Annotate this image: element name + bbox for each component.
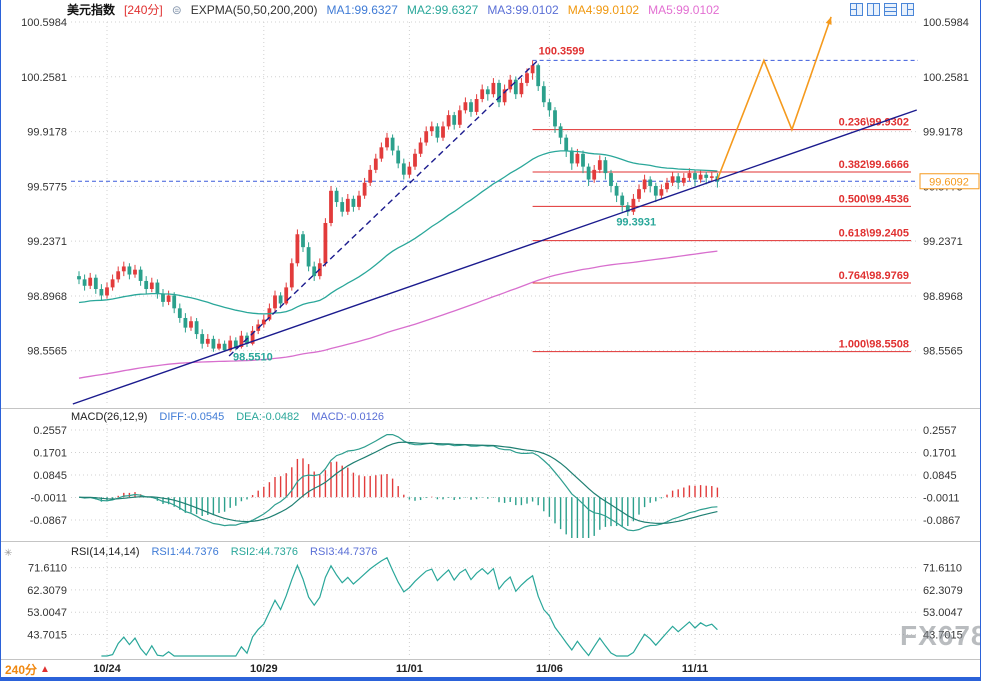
svg-text:100.3599: 100.3599 xyxy=(539,45,585,57)
ma3-value: MA3:99.0102 xyxy=(487,2,559,17)
svg-text:0.0845: 0.0845 xyxy=(33,470,67,482)
layout-icons xyxy=(850,3,914,16)
svg-text:99.2371: 99.2371 xyxy=(923,236,963,248)
svg-text:0.236\99.9302: 0.236\99.9302 xyxy=(839,117,909,129)
rsi-panel-icon[interactable]: ✳ xyxy=(4,548,13,559)
svg-text:11/06: 11/06 xyxy=(536,663,563,675)
bottom-bar xyxy=(1,677,980,681)
svg-text:98.5510: 98.5510 xyxy=(233,352,273,364)
macd-panel-layer: 0.2557 0.2557 0.1701 0.1701 0.0845 0.0845 -0.0… xyxy=(30,425,960,538)
svg-text:98.5565: 98.5565 xyxy=(923,346,963,358)
main-panel-layer: 0.236\99.9302 0.382\99.6666 0.500\99.4536 0… xyxy=(71,16,980,405)
svg-text:1.000\98.5508: 1.000\98.5508 xyxy=(839,339,909,351)
svg-text:0.382\99.6666: 0.382\99.6666 xyxy=(839,159,909,171)
svg-text:-0.0867: -0.0867 xyxy=(923,515,960,527)
rsi1-value: RSI1:44.7376 xyxy=(151,546,219,558)
svg-text:100.5984: 100.5984 xyxy=(923,17,969,29)
svg-text:100.2581: 100.2581 xyxy=(923,72,969,84)
up-triangle-icon: ▲ xyxy=(40,664,50,675)
svg-text:98.8968: 98.8968 xyxy=(27,291,67,303)
ma4-value: MA4:99.0102 xyxy=(567,2,640,17)
macd-diff-value: DIFF:-0.0545 xyxy=(159,411,225,423)
svg-text:100.5984: 100.5984 xyxy=(21,17,67,29)
svg-text:-0.0011: -0.0011 xyxy=(923,493,960,505)
svg-text:62.3079: 62.3079 xyxy=(923,585,963,597)
timeframe-label[interactable]: [240分] xyxy=(124,3,163,17)
svg-text:0.2557: 0.2557 xyxy=(923,425,957,437)
main-chart-header: 美元指数 [240分] ⊜ EXPMA(50,50,200,200) MA1:9… xyxy=(1,0,980,19)
svg-text:99.9178: 99.9178 xyxy=(923,127,963,139)
svg-text:0.2557: 0.2557 xyxy=(33,425,67,437)
macd-dea-value: DEA:-0.0482 xyxy=(236,411,300,423)
svg-text:53.0047: 53.0047 xyxy=(27,607,67,619)
svg-text:99.6092: 99.6092 xyxy=(929,176,969,188)
svg-text:10/24: 10/24 xyxy=(93,663,121,675)
ma5-value: MA5:99.0102 xyxy=(648,2,720,17)
svg-text:62.3079: 62.3079 xyxy=(27,585,67,597)
rsi-indicator-name[interactable]: RSI(14,14,14) xyxy=(71,546,140,558)
svg-text:53.0047: 53.0047 xyxy=(923,607,963,619)
svg-text:11/01: 11/01 xyxy=(396,663,423,675)
svg-text:0.1701: 0.1701 xyxy=(33,448,67,460)
svg-text:11/11: 11/11 xyxy=(682,663,708,675)
last-price-tag xyxy=(919,173,980,190)
svg-text:98.5565: 98.5565 xyxy=(27,346,67,358)
rsi3-value: RSI3:44.7376 xyxy=(310,546,378,558)
svg-text:43.7015: 43.7015 xyxy=(923,630,963,642)
macd-panel-header: MACD(26,12,9) DIFF:-0.0545 DEA:-0.0482 M… xyxy=(71,411,384,423)
layout-rows-icon[interactable] xyxy=(884,3,897,16)
macd-indicator-name[interactable]: MACD(26,12,9) xyxy=(71,411,148,423)
svg-text:71.6110: 71.6110 xyxy=(923,563,962,575)
indicator-settings-icon[interactable]: ⊜ xyxy=(171,2,182,17)
svg-text:0.0845: 0.0845 xyxy=(923,470,957,482)
svg-text:0.764\98.9769: 0.764\98.9769 xyxy=(839,270,909,282)
svg-text:98.8968: 98.8968 xyxy=(923,291,963,303)
ma1-value: MA1:99.6327 xyxy=(326,2,398,17)
svg-text:99.2371: 99.2371 xyxy=(27,236,67,248)
rsi2-value: RSI2:44.7376 xyxy=(230,546,299,558)
watermark: FX678 xyxy=(900,620,981,651)
indicator-name[interactable]: EXPMA(50,50,200,200) xyxy=(190,2,318,17)
svg-text:71.6110: 71.6110 xyxy=(28,563,67,575)
svg-text:-0.0867: -0.0867 xyxy=(30,515,67,527)
layout-mixed-pane-icon[interactable] xyxy=(901,3,914,16)
rsi-panel-layer: 71.6110 71.6110 62.3079 62.3079 53.0047 53.00… xyxy=(27,556,963,657)
svg-text:43.7015: 43.7015 xyxy=(27,630,67,642)
ma2-value: MA2:99.6327 xyxy=(406,2,479,17)
axes-layer: 100.5984 100.5984 100.2581 100.2581 99.9178 9… xyxy=(1,17,980,675)
layout-two-pane-icon[interactable] xyxy=(867,3,880,16)
rsi-panel-header: RSI(14,14,14) RSI1:44.7376 RSI2:44.7376 … xyxy=(71,546,377,558)
svg-text:-0.0011: -0.0011 xyxy=(31,493,68,505)
svg-text:99.3931: 99.3931 xyxy=(616,216,656,228)
macd-hist-value: MACD:-0.0126 xyxy=(311,411,384,423)
svg-text:0.500\99.4536: 0.500\99.4536 xyxy=(839,193,909,205)
symbol-name: 美元指数 xyxy=(67,3,116,17)
footer-timeframe-label: 240分 xyxy=(5,663,38,677)
svg-text:99.5775: 99.5775 xyxy=(27,181,67,193)
svg-text:99.9178: 99.9178 xyxy=(27,127,67,139)
svg-text:0.1701: 0.1701 xyxy=(923,448,957,460)
svg-text:100.2581: 100.2581 xyxy=(21,72,67,84)
layout-single-pane-icon[interactable] xyxy=(850,3,863,16)
svg-text:10/29: 10/29 xyxy=(250,663,278,675)
footer-timeframe-selector[interactable]: 240分 ▲ xyxy=(5,661,50,678)
svg-text:0.618\99.2405: 0.618\99.2405 xyxy=(839,228,909,240)
